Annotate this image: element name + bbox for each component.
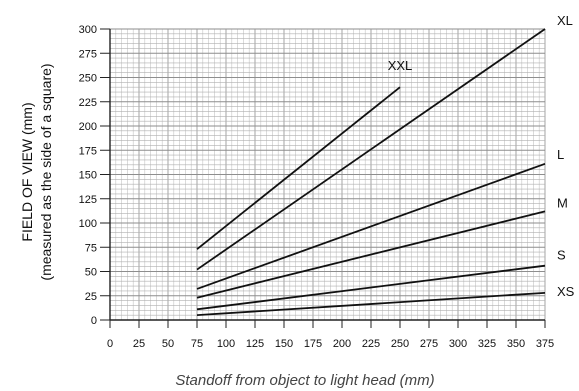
series-line-s [196, 264, 546, 311]
x-tick-label: 75 [191, 338, 203, 350]
series-layer [196, 28, 546, 317]
series-line-xl [196, 28, 546, 271]
grid-layer [109, 28, 546, 321]
series-line-xs [196, 291, 546, 317]
x-tick-label: 275 [420, 338, 438, 350]
series-label-l: L [557, 147, 564, 162]
y-tick-label: 200 [79, 121, 97, 133]
y-tick-label: 50 [85, 267, 97, 279]
y-tick-label: 275 [79, 48, 97, 60]
axes-layer [100, 28, 546, 328]
series-line-l [196, 162, 546, 290]
y-tick-label: 0 [91, 315, 97, 327]
y-tick-label: 100 [79, 218, 97, 230]
x-tick-label: 0 [107, 338, 113, 350]
x-tick-label: 150 [275, 338, 293, 350]
x-tick-label: 225 [362, 338, 380, 350]
x-tick-label: 325 [478, 338, 496, 350]
y-tick-label: 250 [79, 73, 97, 85]
series-line-xxl [196, 86, 401, 250]
series-label-s: S [557, 248, 566, 263]
x-tick-label: 175 [304, 338, 322, 350]
series-line-m [196, 210, 546, 299]
y-tick-label: 300 [79, 24, 97, 36]
y-tick-label: 175 [79, 145, 97, 157]
x-tick-label: 50 [162, 338, 174, 350]
series-label-xs: XS [557, 284, 575, 299]
y-tick-label: 150 [79, 170, 97, 182]
y-tick-label: 25 [85, 291, 97, 303]
x-axis-title: Standoff from object to light head (mm) [175, 372, 434, 389]
x-tick-label: 350 [507, 338, 525, 350]
y-axis-subtitle: (measured as the side of a square) [38, 63, 54, 280]
y-tick-label: 125 [79, 194, 97, 206]
x-tick-label: 300 [449, 338, 467, 350]
x-tick-label: 250 [391, 338, 409, 350]
x-tick-label: 100 [217, 338, 235, 350]
labels-layer: 0 25 50 75 100 125 150 175 200 225 250 275 300 0 25 50 7… [79, 13, 575, 350]
y-axis-title: FIELD OF VIEW (mm) [19, 102, 35, 241]
y-tick-label: 75 [85, 242, 97, 254]
x-tick-label: 25 [133, 338, 145, 350]
series-label-xl: XL [557, 13, 573, 28]
y-tick-label: 225 [79, 97, 97, 109]
series-label-m: M [557, 195, 568, 210]
x-tick-label: 375 [536, 338, 554, 350]
series-label-xxl: XXL [388, 58, 413, 73]
x-tick-label: 200 [333, 338, 351, 350]
x-tick-label: 125 [246, 338, 264, 350]
